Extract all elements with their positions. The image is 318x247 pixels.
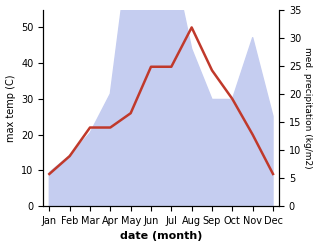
Y-axis label: med. precipitation (kg/m2): med. precipitation (kg/m2) bbox=[303, 47, 313, 169]
Y-axis label: max temp (C): max temp (C) bbox=[5, 74, 16, 142]
X-axis label: date (month): date (month) bbox=[120, 231, 202, 242]
